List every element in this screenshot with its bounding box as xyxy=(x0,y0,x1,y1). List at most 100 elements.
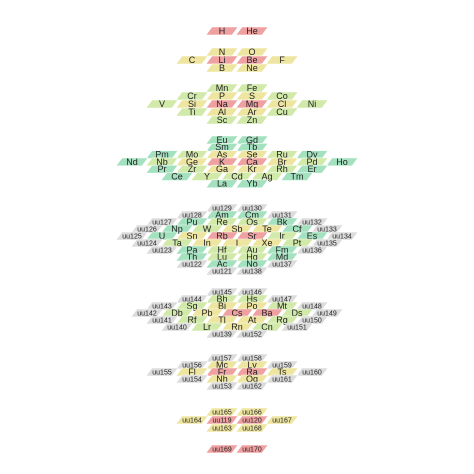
element-symbol: uu140 xyxy=(167,324,187,331)
element-symbol: Cl xyxy=(278,99,287,109)
element-symbol: P xyxy=(219,91,225,101)
element-cell xyxy=(280,172,314,181)
element-symbol: Rg xyxy=(276,315,288,325)
element-symbol: W xyxy=(203,224,212,234)
element-symbol: H xyxy=(219,26,226,36)
element-cell xyxy=(175,259,209,269)
element-symbol: Hf xyxy=(218,245,227,255)
element-cell xyxy=(310,308,344,318)
element-symbol: Es xyxy=(307,231,318,241)
element-symbol: Na xyxy=(216,99,228,109)
element-symbol: uu143 xyxy=(152,303,172,310)
element-cell xyxy=(205,423,239,433)
element-symbol: Fl xyxy=(188,367,196,377)
element-symbol: uu144 xyxy=(182,296,202,303)
element-cell xyxy=(295,367,329,377)
element-symbol: U xyxy=(159,231,166,241)
element-symbol: Te xyxy=(262,224,272,234)
element-cell xyxy=(205,444,239,454)
element-symbol: uu127 xyxy=(152,219,172,226)
element-symbol: Db xyxy=(171,308,183,318)
element-symbol: Co xyxy=(276,91,288,101)
element-symbol: uu141 xyxy=(152,317,172,324)
element-cell xyxy=(265,259,299,269)
element-symbol: uu133 xyxy=(317,226,337,233)
element-symbol: Ca xyxy=(246,157,258,167)
element-symbol: uu135 xyxy=(317,240,337,247)
element-symbol: Hs xyxy=(247,294,258,304)
element-symbol: Al xyxy=(218,107,226,117)
element-cell xyxy=(205,266,239,276)
element-cell xyxy=(295,164,329,174)
element-symbol: Ti xyxy=(188,107,195,117)
element-cell xyxy=(235,26,269,36)
element-symbol: Bh xyxy=(216,294,227,304)
element-symbol: uu156 xyxy=(182,362,202,369)
element-cell xyxy=(160,322,194,332)
element-symbol: Cf xyxy=(293,224,302,234)
element-symbol: He xyxy=(246,26,258,36)
element-symbol: As xyxy=(217,149,228,159)
element-symbol: Zn xyxy=(247,115,258,125)
element-symbol: Bi xyxy=(218,301,226,311)
element-symbol: Mn xyxy=(216,83,229,93)
element-symbol: Am xyxy=(215,210,229,220)
element-cell xyxy=(265,374,299,384)
element-symbol: Ru xyxy=(276,149,288,159)
element-symbol: Ts xyxy=(278,367,288,377)
element-symbol: uu129 xyxy=(212,205,232,212)
element-symbol: Tb xyxy=(247,142,258,152)
element-cell xyxy=(235,444,269,454)
element-symbol: In xyxy=(203,238,211,248)
element-symbol: uu124 xyxy=(137,240,157,247)
element-symbol: Cs xyxy=(232,308,243,318)
element-symbol: Ce xyxy=(171,171,183,181)
element-symbol: Pd xyxy=(306,157,317,167)
element-symbol: Mc xyxy=(216,360,228,370)
element-symbol: Br xyxy=(278,157,287,167)
element-symbol: I xyxy=(236,238,239,248)
element-symbol: uu134 xyxy=(332,233,352,240)
element-symbol: uu131 xyxy=(272,212,292,219)
element-symbol: Re xyxy=(216,217,228,227)
element-symbol: Y xyxy=(204,171,210,181)
element-symbol: uu145 xyxy=(212,289,232,296)
element-symbol: Sn xyxy=(186,231,197,241)
element-symbol: Kr xyxy=(248,164,257,174)
element-symbol: uu146 xyxy=(242,289,262,296)
element-symbol: Bk xyxy=(277,217,288,227)
element-symbol: Rb xyxy=(216,231,228,241)
element-cell xyxy=(205,26,239,36)
element-symbol: V xyxy=(159,99,165,109)
element-symbol: Ga xyxy=(216,164,228,174)
element-symbol: Ar xyxy=(248,107,257,117)
element-symbol: Pt xyxy=(293,238,302,248)
element-cell xyxy=(205,179,239,189)
element-symbol: S xyxy=(249,91,255,101)
element-symbol: uu152 xyxy=(242,331,262,338)
element-symbol: uu128 xyxy=(182,212,202,219)
element-cell xyxy=(145,245,179,255)
element-cell xyxy=(295,315,329,325)
element-symbol: Si xyxy=(188,99,196,109)
element-symbol: Ds xyxy=(292,308,303,318)
element-symbol: N xyxy=(219,47,226,57)
element-symbol: uu164 xyxy=(182,417,202,424)
element-symbol: uu151 xyxy=(287,324,307,331)
element-symbol: uu160 xyxy=(302,369,322,376)
element-symbol: Og xyxy=(246,374,258,384)
element-symbol: Zr xyxy=(188,164,197,174)
element-symbol: Md xyxy=(276,252,289,262)
element-cell xyxy=(235,329,269,339)
element-symbol: Gd xyxy=(246,135,258,145)
element-symbol: uu125 xyxy=(122,233,142,240)
element-symbol: Pr xyxy=(158,164,167,174)
element-symbol: uu121 xyxy=(212,268,232,275)
element-symbol: uu165 xyxy=(212,409,232,416)
element-cell xyxy=(205,63,239,73)
element-symbol: Eu xyxy=(216,135,227,145)
element-cell xyxy=(205,381,239,391)
element-cell xyxy=(205,329,239,339)
element-symbol: uu138 xyxy=(242,268,262,275)
